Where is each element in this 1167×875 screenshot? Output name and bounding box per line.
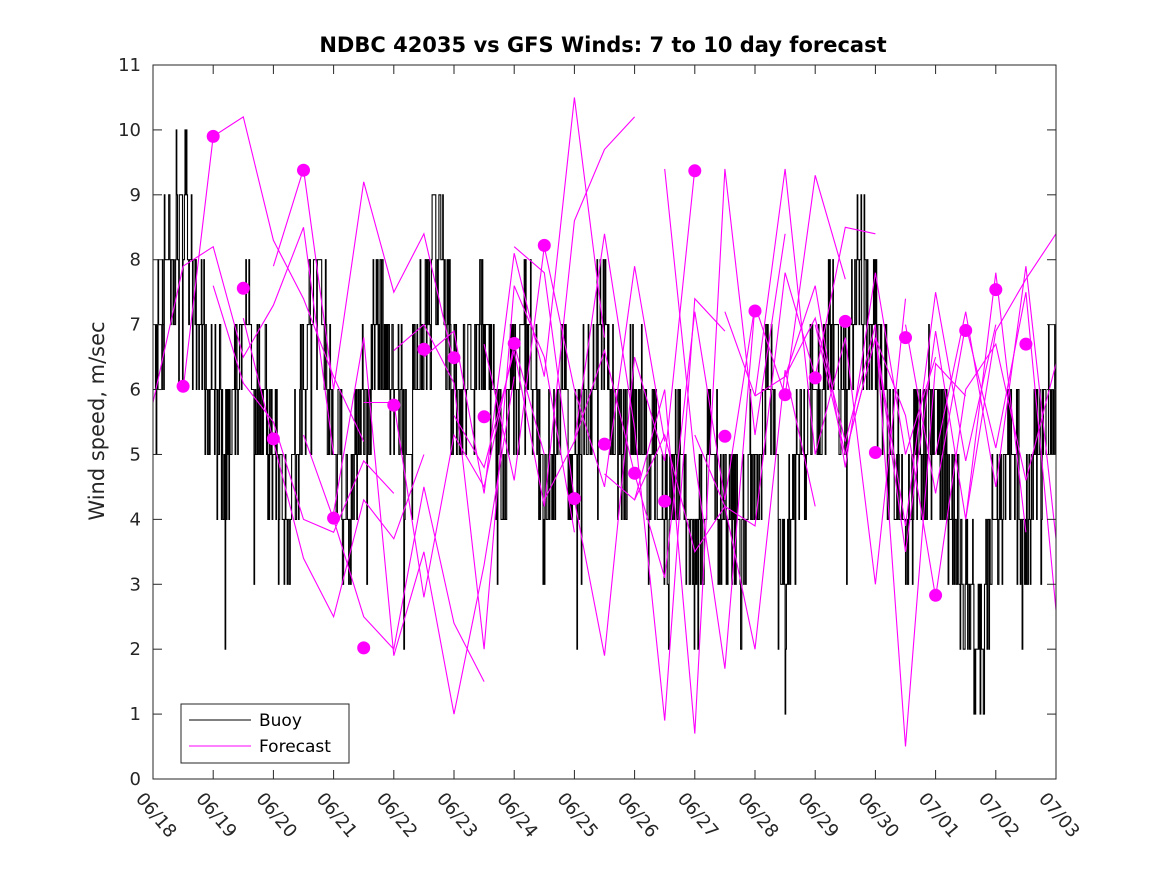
y-tick-label: 0 bbox=[130, 769, 141, 790]
x-tick-label: 07/03 bbox=[1034, 789, 1083, 842]
forecast-analysis-point bbox=[477, 410, 491, 424]
plot-area bbox=[152, 64, 1057, 780]
y-tick-label: 7 bbox=[130, 315, 141, 336]
forecast-run-line-28 bbox=[965, 233, 1056, 520]
x-tick-label: 06/24 bbox=[492, 789, 541, 842]
forecast-run-line-7 bbox=[333, 337, 515, 715]
forecast-analysis-point bbox=[266, 432, 280, 446]
forecast-analysis-point bbox=[658, 494, 672, 508]
legend-box bbox=[180, 703, 350, 764]
x-tick-label: 06/30 bbox=[854, 789, 903, 842]
y-tick-label: 5 bbox=[130, 444, 141, 465]
forecast-analysis-point bbox=[537, 238, 551, 252]
x-tick-label: 06/28 bbox=[733, 789, 782, 842]
chart-title: NDBC 42035 vs GFS Winds: 7 to 10 day for… bbox=[319, 33, 886, 57]
forecast-analysis-point bbox=[1019, 337, 1033, 351]
forecast-analysis-point bbox=[417, 342, 431, 356]
forecast-run-line-10 bbox=[423, 97, 606, 494]
forecast-run-line-12 bbox=[483, 246, 666, 488]
forecast-analysis-point bbox=[567, 492, 581, 506]
y-tick-label: 4 bbox=[130, 509, 141, 530]
forecast-run-line-19 bbox=[694, 226, 876, 527]
y-tick-label: 1 bbox=[130, 704, 141, 725]
forecast-analysis-point bbox=[357, 641, 371, 655]
y-tick-label: 10 bbox=[118, 120, 141, 141]
forecast-run-line-24 bbox=[844, 272, 1027, 552]
forecast-run-line-9 bbox=[393, 285, 575, 650]
y-tick-label: 3 bbox=[130, 574, 141, 595]
forecast-analysis-point bbox=[989, 283, 1003, 297]
x-tick-label: 07/01 bbox=[914, 789, 963, 842]
forecast-run-line-22 bbox=[784, 316, 967, 747]
x-tick-label: 06/21 bbox=[312, 789, 361, 842]
y-tick-label: 8 bbox=[130, 250, 141, 271]
y-tick-label: 6 bbox=[130, 380, 141, 401]
forecast-run-line-11 bbox=[453, 116, 636, 507]
axes-box bbox=[152, 64, 1057, 780]
forecast-analysis-point bbox=[959, 324, 973, 337]
forecast-analysis-point bbox=[387, 398, 401, 412]
x-tick-label: 07/02 bbox=[974, 789, 1023, 842]
x-tick-label: 06/22 bbox=[372, 789, 421, 842]
forecast-analysis-point bbox=[507, 337, 521, 350]
forecast-run-line-27 bbox=[935, 266, 1056, 539]
forecast-analysis-point bbox=[297, 163, 310, 177]
y-tick-label: 2 bbox=[130, 639, 141, 660]
data-layer bbox=[153, 97, 1056, 747]
forecast-analysis-point bbox=[236, 281, 250, 295]
forecast-run-line-25 bbox=[874, 337, 1056, 598]
legend-forecast-label: Forecast bbox=[259, 737, 331, 757]
forecast-analysis-point bbox=[868, 446, 882, 459]
x-tick-label: 06/25 bbox=[553, 789, 602, 842]
forecast-analysis-point bbox=[778, 388, 792, 402]
forecast-analysis-point bbox=[628, 466, 642, 480]
x-tick-label: 06/19 bbox=[191, 789, 240, 842]
legend: Buoy Forecast bbox=[180, 703, 350, 764]
y-tick-label: 11 bbox=[118, 55, 141, 76]
forecast-analysis-point bbox=[929, 588, 943, 602]
forecast-run-line-6 bbox=[302, 434, 485, 682]
x-tick-label: 06/27 bbox=[673, 789, 722, 842]
forecast-run-line-13 bbox=[513, 168, 696, 656]
y-axis-ticks: 0 1 2 3 4 5 6 7 8 9 10 11 bbox=[118, 55, 1056, 790]
forecast-analysis-point bbox=[718, 429, 732, 443]
y-axis-label: Wind speed, m/sec bbox=[85, 321, 109, 520]
forecast-analysis-point bbox=[838, 314, 852, 328]
forecast-run-line-15 bbox=[573, 305, 756, 578]
forecast-run-line-1 bbox=[153, 227, 335, 455]
legend-buoy-label: Buoy bbox=[259, 711, 302, 731]
forecast-analysis-point bbox=[206, 129, 220, 143]
forecast-analysis-point bbox=[748, 304, 762, 318]
x-tick-label: 06/26 bbox=[613, 789, 662, 842]
x-tick-label: 06/18 bbox=[131, 789, 180, 842]
x-tick-label: 06/29 bbox=[793, 789, 842, 842]
forecast-run-line-3 bbox=[212, 285, 395, 534]
forecast-analysis-point bbox=[688, 164, 702, 178]
forecast-analysis-point bbox=[899, 331, 912, 345]
forecast-analysis-point bbox=[447, 351, 461, 365]
forecast-analysis-point bbox=[808, 371, 822, 385]
forecast-analysis-point bbox=[598, 437, 611, 451]
x-tick-label: 06/23 bbox=[432, 789, 481, 842]
y-tick-label: 9 bbox=[130, 185, 141, 206]
forecast-run-line-4 bbox=[242, 317, 425, 619]
forecast-analysis-point bbox=[327, 511, 341, 525]
x-tick-label: 06/20 bbox=[252, 789, 301, 842]
forecast-analysis-point bbox=[176, 379, 190, 393]
